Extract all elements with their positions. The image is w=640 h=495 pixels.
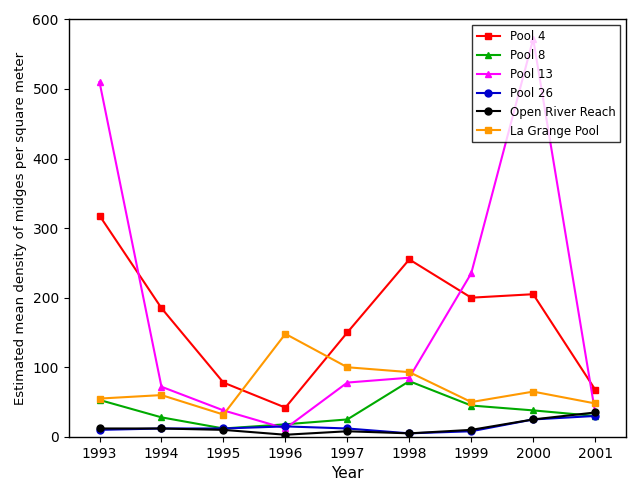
Pool 13 bbox=[591, 409, 599, 415]
La Grange Pool bbox=[157, 392, 165, 398]
Open River Reach bbox=[467, 427, 475, 433]
Pool 8 bbox=[220, 426, 227, 432]
Pool 13 bbox=[405, 375, 413, 381]
La Grange Pool bbox=[405, 369, 413, 375]
Line: Pool 13: Pool 13 bbox=[96, 36, 598, 432]
Pool 8 bbox=[591, 413, 599, 419]
La Grange Pool bbox=[591, 400, 599, 406]
Pool 4 bbox=[467, 295, 475, 300]
Y-axis label: Estimated mean density of midges per square meter: Estimated mean density of midges per squ… bbox=[14, 51, 27, 405]
Open River Reach bbox=[529, 416, 537, 422]
X-axis label: Year: Year bbox=[331, 466, 364, 481]
Pool 8 bbox=[282, 421, 289, 427]
Pool 13 bbox=[95, 79, 103, 85]
La Grange Pool bbox=[95, 396, 103, 401]
Pool 26 bbox=[95, 427, 103, 433]
Pool 4 bbox=[405, 256, 413, 262]
Open River Reach bbox=[344, 428, 351, 434]
Pool 26 bbox=[529, 416, 537, 422]
Pool 4 bbox=[220, 380, 227, 386]
Open River Reach bbox=[220, 427, 227, 433]
Pool 8 bbox=[95, 397, 103, 403]
Pool 13 bbox=[529, 36, 537, 42]
Line: Pool 4: Pool 4 bbox=[96, 212, 598, 411]
Pool 4 bbox=[344, 330, 351, 336]
Pool 4 bbox=[591, 387, 599, 393]
La Grange Pool bbox=[529, 389, 537, 395]
Pool 13 bbox=[344, 380, 351, 386]
La Grange Pool bbox=[344, 364, 351, 370]
La Grange Pool bbox=[282, 331, 289, 337]
Pool 26 bbox=[467, 428, 475, 434]
La Grange Pool bbox=[220, 412, 227, 418]
Pool 26 bbox=[405, 430, 413, 436]
Pool 13 bbox=[157, 384, 165, 390]
Open River Reach bbox=[95, 426, 103, 432]
Pool 26 bbox=[220, 426, 227, 432]
Line: La Grange Pool: La Grange Pool bbox=[96, 330, 598, 418]
Pool 8 bbox=[405, 378, 413, 384]
Line: Open River Reach: Open River Reach bbox=[96, 409, 598, 438]
Pool 13 bbox=[220, 407, 227, 413]
Line: Pool 8: Pool 8 bbox=[96, 378, 598, 432]
Pool 4 bbox=[157, 305, 165, 311]
Pool 8 bbox=[344, 416, 351, 422]
Pool 26 bbox=[591, 413, 599, 419]
Pool 8 bbox=[157, 414, 165, 420]
Pool 4 bbox=[282, 404, 289, 410]
Pool 8 bbox=[467, 402, 475, 408]
Pool 13 bbox=[467, 270, 475, 276]
Open River Reach bbox=[591, 409, 599, 415]
Open River Reach bbox=[405, 430, 413, 436]
Pool 26 bbox=[344, 426, 351, 432]
Pool 4 bbox=[95, 213, 103, 219]
Open River Reach bbox=[282, 432, 289, 438]
Pool 26 bbox=[282, 423, 289, 429]
Legend: Pool 4, Pool 8, Pool 13, Pool 26, Open River Reach, La Grange Pool: Pool 4, Pool 8, Pool 13, Pool 26, Open R… bbox=[472, 25, 620, 142]
Line: Pool 26: Pool 26 bbox=[96, 412, 598, 437]
Pool 26 bbox=[157, 426, 165, 432]
Pool 4 bbox=[529, 291, 537, 297]
Pool 8 bbox=[529, 407, 537, 413]
Open River Reach bbox=[157, 426, 165, 432]
La Grange Pool bbox=[467, 399, 475, 405]
Pool 13 bbox=[282, 426, 289, 432]
